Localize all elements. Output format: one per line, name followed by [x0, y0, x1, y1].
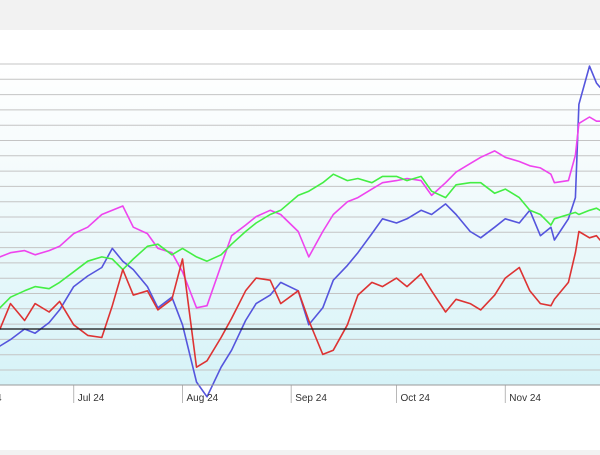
- series-line-1: [0, 65, 600, 398]
- series-line-3: [0, 173, 600, 309]
- x-axis-labels: 4 Jul 24 Aug 24 Sep 24 Oct 24 Nov 24: [0, 393, 541, 404]
- x-tick-label: Oct 24: [401, 393, 431, 404]
- grid-lines: [0, 63, 600, 371]
- x-tick-label: Sep 24: [295, 393, 327, 404]
- x-axis-ticks: [73, 385, 506, 403]
- series-line-2: [0, 116, 600, 309]
- series-lines: [0, 65, 600, 398]
- x-tick-label: 4: [0, 393, 2, 404]
- x-tick-label: Nov 24: [509, 393, 541, 404]
- x-tick-label: Jul 24: [78, 393, 105, 404]
- x-tick-label: Aug 24: [187, 393, 219, 404]
- series-line-4: [0, 230, 600, 369]
